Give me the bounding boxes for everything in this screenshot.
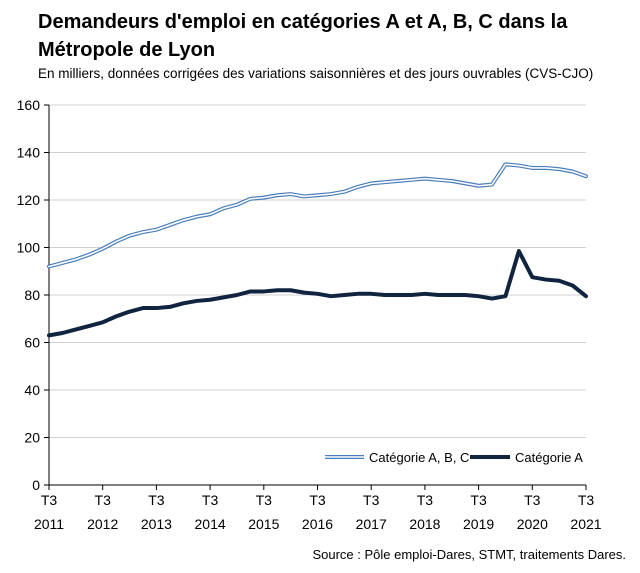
legend: Catégorie A, B, C Catégorie A bbox=[325, 450, 583, 465]
x-tick-label-quarter: T3 bbox=[524, 492, 541, 508]
y-tick-label: 140 bbox=[17, 145, 41, 161]
x-tick-label-year: 2021 bbox=[570, 516, 601, 532]
x-tick-label-quarter: T3 bbox=[148, 492, 165, 508]
x-tick-label-quarter: T3 bbox=[470, 492, 487, 508]
x-tick-label-quarter: T3 bbox=[256, 492, 273, 508]
x-tick-label-year: 2019 bbox=[463, 516, 494, 532]
y-tick-label: 20 bbox=[24, 430, 40, 446]
series-categorie-abc-line-inner bbox=[48, 163, 587, 268]
x-tick-label-quarter: T3 bbox=[95, 492, 112, 508]
x-tick-label-year: 2014 bbox=[195, 516, 226, 532]
gridlines bbox=[49, 104, 586, 438]
chart-source: Source : Pôle emploi-Dares, STMT, traite… bbox=[312, 547, 626, 562]
x-tick-label-year: 2013 bbox=[141, 516, 172, 532]
x-tick-label-year: 2017 bbox=[356, 516, 387, 532]
series-group bbox=[47, 162, 588, 338]
y-tick-label: 100 bbox=[17, 240, 41, 256]
y-tick-label: 60 bbox=[24, 335, 40, 351]
y-axis: 0 20 40 60 80 100 120 140 160 bbox=[17, 97, 50, 493]
chart-title: Demandeurs d'emploi en catégories A et A… bbox=[38, 11, 568, 61]
x-tick-label-quarter: T3 bbox=[417, 492, 434, 508]
x-axis: T3 2011 T3 2012 T3 2013 T3 2014 T3 2015 T3 2016 T3 20… bbox=[34, 484, 602, 532]
x-tick-label-quarter: T3 bbox=[363, 492, 380, 508]
x-tick-label-year: 2020 bbox=[517, 516, 548, 532]
legend-item-categorie-a-label: Catégorie A bbox=[515, 450, 583, 465]
x-tick-label-quarter: T3 bbox=[41, 492, 58, 508]
y-tick-label: 80 bbox=[24, 287, 40, 303]
series-categorie-a-line bbox=[47, 249, 588, 338]
y-tick-label: 120 bbox=[17, 192, 41, 208]
x-tick-label-year: 2015 bbox=[248, 516, 279, 532]
x-tick-label-quarter: T3 bbox=[309, 492, 326, 508]
chart-subtitle: En milliers, données corrigées des varia… bbox=[38, 66, 594, 81]
x-tick-label-quarter: T3 bbox=[202, 492, 219, 508]
x-tick-label-year: 2012 bbox=[87, 516, 118, 532]
y-tick-label: 160 bbox=[17, 97, 41, 113]
x-tick-label-year: 2016 bbox=[302, 516, 333, 532]
x-tick-label-year: 2011 bbox=[34, 516, 64, 532]
legend-item-categorie-abc-label: Catégorie A, B, C bbox=[369, 450, 469, 465]
y-tick-label: 40 bbox=[24, 382, 40, 398]
y-tick-label: 0 bbox=[32, 477, 40, 493]
x-tick-label-year: 2018 bbox=[409, 516, 440, 532]
x-tick-label-quarter: T3 bbox=[578, 492, 595, 508]
series-categorie-abc-line bbox=[47, 162, 588, 269]
